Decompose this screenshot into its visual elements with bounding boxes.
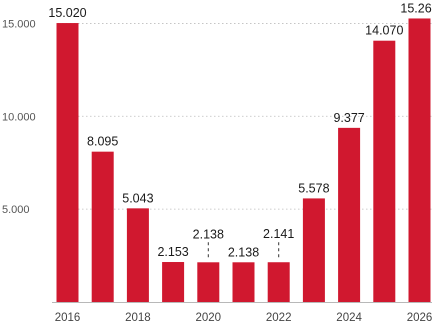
bar-2025 [373,40,396,302]
y-tick-label: 15.000 [2,18,36,30]
bar-2019 [162,262,185,302]
bar-2020 [197,262,220,302]
bar-2021 [232,262,255,302]
bar-2024 [338,127,361,302]
x-axis: 2016 2018 2020 2022 2024 2026 [52,302,432,324]
data-label-2019: 2.153 [157,245,188,259]
x-tick-label: 2022 [266,312,292,324]
data-label-2026: 15.267 [400,1,432,15]
data-label-2024: 9.377 [333,111,364,125]
data-labels-layer: 15.020 8.095 5.043 2.153 2.138 2.138 2.141 5.57… [48,1,432,261]
data-label-2016: 15.020 [48,6,86,20]
grid-layer: 5.000 10.000 15.000 [2,18,432,216]
data-label-2025: 14.070 [365,24,403,38]
data-label-2022: 2.141 [263,227,294,241]
x-tick-label: 2026 [407,312,432,324]
data-label-2020: 2.138 [193,227,224,241]
bar-2018 [126,208,149,302]
x-tick-label: 2020 [196,312,222,324]
bar-2023 [302,198,325,302]
bar-2017 [91,151,114,302]
x-tick-label: 2018 [125,312,151,324]
y-tick-label: 10.000 [2,111,36,123]
bar-2016 [56,23,79,303]
bar-2026 [408,18,431,302]
x-tick-label: 2024 [336,312,362,324]
data-label-2018: 5.043 [122,191,153,205]
data-label-2021: 2.138 [228,245,259,259]
data-label-2023: 5.578 [298,181,329,195]
bar-2022 [267,262,290,302]
y-tick-label: 5.000 [2,204,30,216]
data-label-2017: 8.095 [87,135,118,149]
x-tick-label: 2016 [55,312,81,324]
bars-layer [56,18,431,303]
